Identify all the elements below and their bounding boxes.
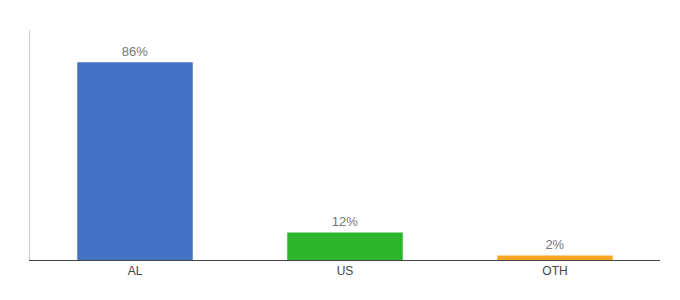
svg-text:AL: AL [128,264,143,278]
svg-text:2%: 2% [545,237,564,252]
svg-text:US: US [337,264,354,278]
svg-text:12%: 12% [332,214,358,229]
svg-text:OTH: OTH [542,264,567,278]
svg-text:86%: 86% [122,44,148,59]
